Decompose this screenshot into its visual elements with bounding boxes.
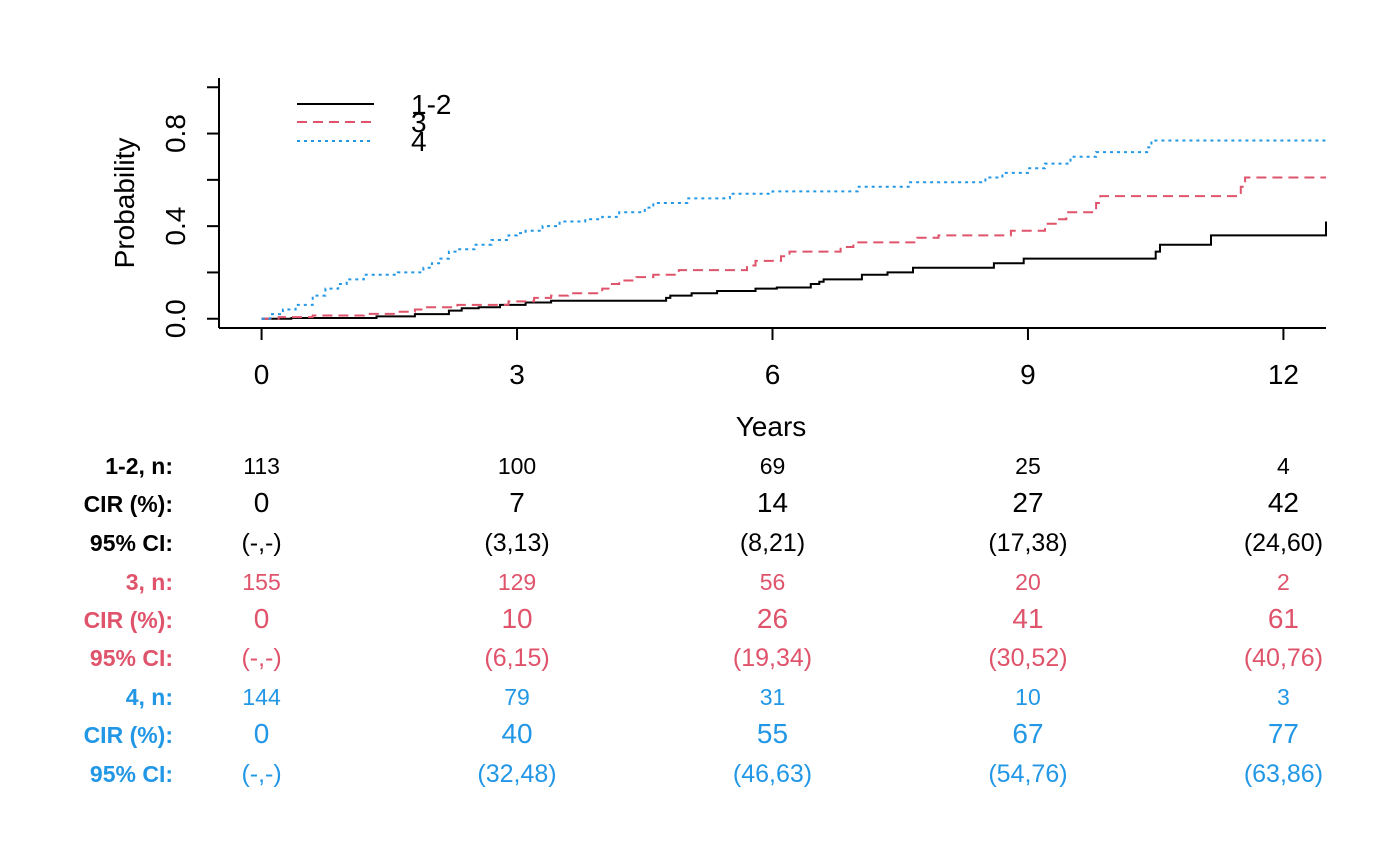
risk-cell-ci: (54,76) [988, 760, 1067, 788]
risk-row-label: 95% CI: [90, 530, 173, 556]
risk-cell-n: 144 [242, 684, 281, 710]
x-tick-label: 3 [509, 359, 525, 390]
risk-cell-cir: 55 [757, 718, 788, 749]
x-axis-title: Years [736, 411, 807, 442]
risk-row-label: 3, n: [126, 569, 173, 595]
risk-cell-cir: 7 [509, 487, 525, 518]
risk-row-label: CIR (%): [84, 722, 173, 748]
y-tick-label: 0.8 [160, 114, 191, 153]
risk-cell-n: 25 [1015, 453, 1041, 479]
risk-cell-n: 56 [760, 569, 786, 595]
risk-cell-cir: 61 [1268, 603, 1299, 634]
risk-cell-n: 31 [760, 684, 786, 710]
risk-cell-ci: (30,52) [988, 644, 1067, 672]
risk-cell-n: 129 [498, 569, 536, 595]
x-tick-label: 6 [765, 359, 781, 390]
risk-cell-cir: 67 [1012, 718, 1043, 749]
risk-cell-cir: 26 [757, 603, 788, 634]
risk-cell-cir: 77 [1268, 718, 1299, 749]
series-layer [261, 139, 1327, 320]
risk-cell-n: 20 [1015, 569, 1041, 595]
risk-cell-ci: (46,63) [733, 760, 812, 788]
risk-cell-ci: (19,34) [733, 644, 812, 672]
y-axis-ticks: 0.0 0.4 0.8 [160, 86, 219, 338]
risk-cell-n: 2 [1277, 569, 1290, 595]
risk-cell-ci: (24,60) [1244, 529, 1323, 557]
legend-label: 1-2 [411, 89, 451, 120]
risk-row-label: 95% CI: [90, 761, 173, 787]
risk-cell-n: 100 [498, 453, 536, 479]
risk-cell-n: 3 [1277, 684, 1290, 710]
series-line-3 [261, 139, 1326, 320]
risk-cell-n: 69 [760, 453, 786, 479]
series-line-2 [261, 176, 1326, 320]
risk-cell-cir: 0 [254, 603, 270, 634]
risk-cell-n: 10 [1015, 684, 1041, 710]
risk-cell-ci: (-,-) [241, 529, 281, 557]
risk-cell-cir: 40 [501, 718, 532, 749]
risk-cell-ci: (17,38) [988, 529, 1067, 557]
risk-cell-cir: 41 [1012, 603, 1043, 634]
legend-label: 3 [411, 107, 427, 138]
series-line-1 [261, 221, 1327, 320]
risk-cell-ci: (3,13) [484, 529, 549, 557]
risk-row-label: CIR (%): [84, 607, 173, 633]
y-axis-title: Probability [109, 138, 140, 269]
y-tick-label: 0.0 [160, 299, 191, 338]
risk-cell-cir: 10 [501, 603, 532, 634]
x-axis-ticks: 0 3 6 9 12 [254, 328, 1299, 390]
y-tick-label: 0.4 [160, 207, 191, 246]
legend: 1-234 [297, 89, 451, 157]
risk-cell-ci: (-,-) [241, 760, 281, 788]
risk-row-label: 95% CI: [90, 645, 173, 671]
risk-cell-ci: (-,-) [241, 644, 281, 672]
risk-cell-ci: (8,21) [740, 529, 805, 557]
risk-cell-cir: 0 [254, 487, 270, 518]
risk-cell-ci: (40,76) [1244, 644, 1323, 672]
risk-cell-cir: 42 [1268, 487, 1299, 518]
risk-cell-ci: (63,86) [1244, 760, 1323, 788]
x-tick-label: 12 [1268, 359, 1299, 390]
risk-row-label: 1-2, n: [105, 453, 173, 479]
risk-cell-cir: 0 [254, 718, 270, 749]
risk-row-label: CIR (%): [84, 491, 173, 517]
risk-cell-ci: (32,48) [477, 760, 556, 788]
risk-cell-cir: 14 [757, 487, 788, 518]
risk-cell-n: 79 [504, 684, 530, 710]
risk-cell-n: 4 [1277, 453, 1290, 479]
risk-row-label: 4, n: [126, 684, 173, 710]
risk-cell-cir: 27 [1012, 487, 1043, 518]
risk-cell-n: 155 [242, 569, 280, 595]
risk-cell-ci: (6,15) [484, 644, 549, 672]
x-tick-label: 0 [254, 359, 270, 390]
legend-label: 4 [411, 126, 427, 157]
risk-cell-n: 113 [243, 453, 280, 479]
x-tick-label: 9 [1020, 359, 1036, 390]
